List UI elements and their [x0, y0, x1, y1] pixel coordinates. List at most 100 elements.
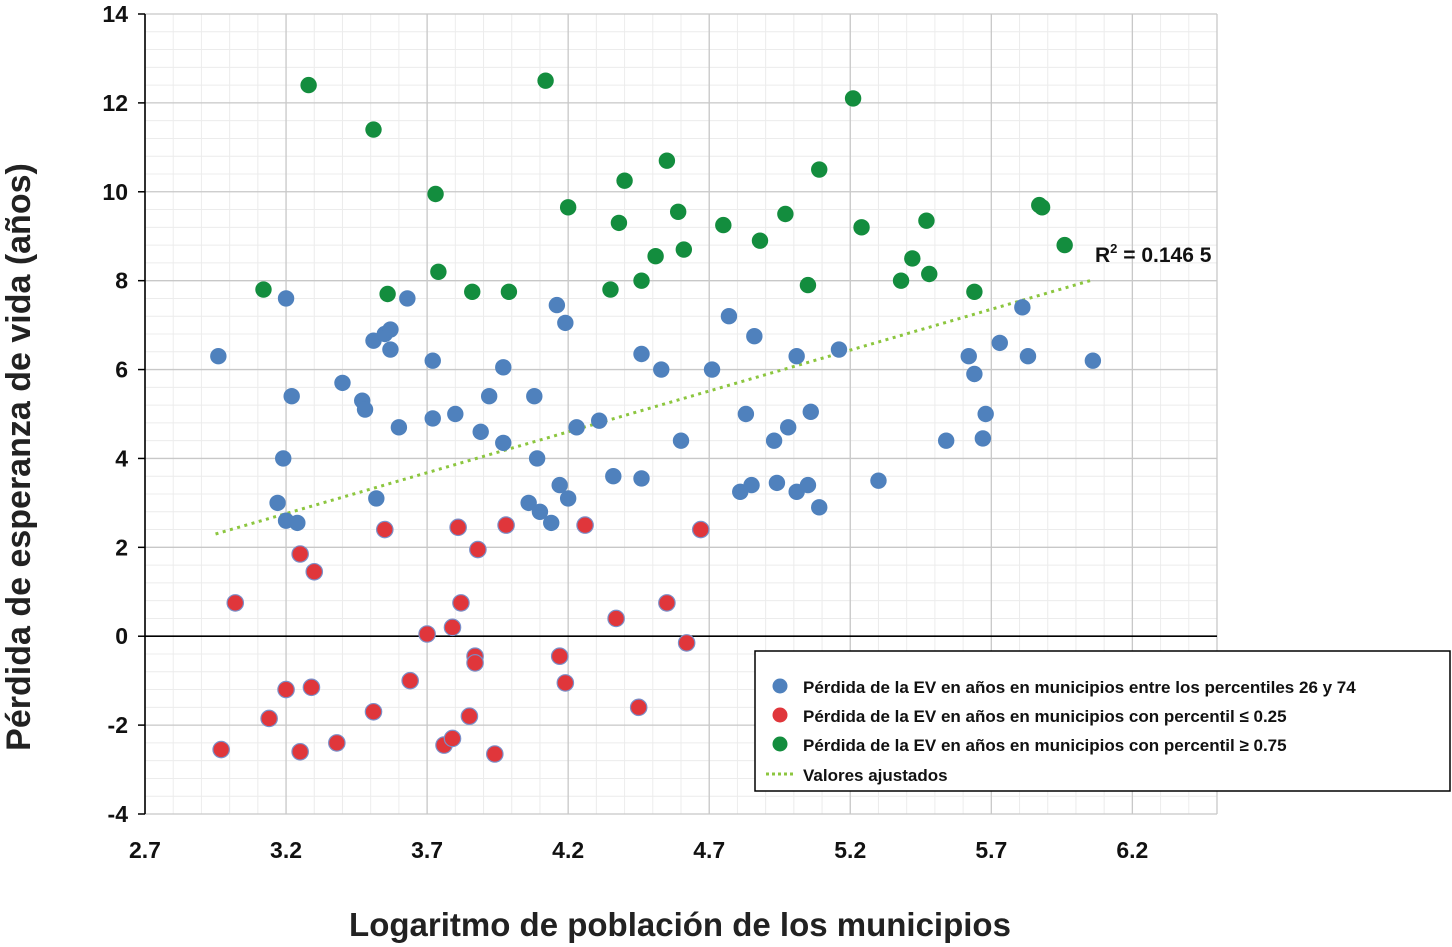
data-point-series-2	[616, 172, 633, 189]
data-point-series-2	[892, 272, 910, 289]
data-point-series-2	[669, 203, 687, 220]
legend-label-series-0: Pérdida de la EV en años en municipios e…	[803, 678, 1356, 697]
legend-marker-series-1	[772, 707, 788, 723]
legend-label-series-1: Pérdida de la EV en años en municipios c…	[803, 707, 1287, 726]
data-point-series-2	[610, 214, 628, 232]
data-point-series-2	[464, 283, 481, 300]
y-tick-label: 14	[102, 1, 128, 27]
data-point-series-2	[427, 185, 444, 203]
legend-box	[754, 650, 1451, 792]
data-point-series-2	[1033, 199, 1051, 216]
data-point-series-1	[607, 609, 625, 628]
data-point-series-0	[424, 410, 441, 427]
data-point-series-1	[418, 625, 436, 643]
x-tick-labels: 2.7 3.2 3.7 4.2 4.7 5.2 5.7 6.2	[129, 837, 1148, 863]
data-point-series-0	[1084, 352, 1102, 369]
data-point-series-2	[777, 205, 794, 223]
data-point-series-1	[658, 594, 676, 612]
data-point-series-2	[751, 232, 769, 249]
data-point-series-2	[844, 90, 862, 107]
y-tick-label: 4	[115, 445, 128, 471]
data-point-series-0	[368, 490, 385, 507]
y-tick-label: 2	[115, 534, 128, 560]
data-point-series-0	[672, 432, 690, 449]
y-axis-label: Pérdida de esperanza de vida (años)	[0, 163, 38, 751]
data-point-series-2	[918, 212, 935, 229]
data-point-series-0	[788, 348, 805, 365]
data-point-series-0	[275, 450, 292, 467]
data-point-series-1	[443, 729, 462, 748]
data-point-series-0	[1014, 299, 1031, 316]
data-point-series-0	[568, 419, 585, 436]
data-point-series-0	[289, 514, 306, 532]
data-points	[210, 72, 1102, 763]
legend-label-trendline: Valores ajustados	[803, 766, 948, 785]
data-point-series-0	[559, 490, 577, 507]
y-tick-label: 12	[102, 90, 128, 116]
data-point-series-0	[447, 405, 464, 423]
y-tick-label: -4	[108, 801, 129, 827]
data-point-series-2	[658, 152, 676, 169]
data-point-series-0	[811, 499, 828, 516]
data-point-series-0	[746, 328, 763, 345]
legend-marker-series-0	[772, 678, 788, 694]
data-point-series-0	[557, 314, 574, 332]
data-point-series-2	[365, 121, 382, 138]
x-tick-label: 2.7	[129, 837, 161, 863]
data-point-series-2	[430, 263, 447, 280]
data-point-series-0	[937, 432, 955, 449]
data-point-series-1	[328, 734, 346, 752]
x-tick-label: 3.2	[270, 837, 302, 863]
data-point-series-0	[768, 474, 786, 492]
data-point-series-0	[526, 388, 543, 405]
y-tick-labels: -4 -2 0 2 4 6 8 10 12 14	[102, 1, 128, 827]
data-point-series-0	[737, 405, 755, 423]
data-point-series-0	[382, 321, 399, 338]
x-tick-label: 5.2	[834, 837, 866, 863]
y-tick-label: 6	[115, 357, 128, 383]
data-point-series-2	[799, 276, 817, 294]
data-point-series-2	[633, 272, 650, 289]
data-point-series-0	[551, 476, 568, 494]
data-point-series-0	[390, 419, 408, 436]
x-axis-label: Logaritmo de población de los municipios	[349, 906, 1011, 943]
x-tick-label: 6.2	[1116, 837, 1148, 863]
trendline	[215, 279, 1091, 536]
data-point-series-1	[466, 654, 484, 672]
data-point-series-2	[904, 250, 921, 267]
data-point-series-1	[449, 518, 467, 537]
data-point-series-2	[853, 219, 870, 236]
legend-marker-series-2	[772, 736, 788, 752]
data-point-series-1	[550, 647, 569, 666]
data-point-series-0	[269, 494, 286, 512]
data-point-series-2	[602, 281, 619, 298]
y-tick-label: 0	[115, 623, 128, 649]
data-point-series-0	[495, 359, 512, 376]
data-point-series-2	[715, 216, 732, 234]
data-point-series-0	[830, 341, 848, 358]
data-point-series-0	[528, 450, 546, 467]
data-point-series-1	[629, 698, 648, 717]
data-point-series-1	[364, 702, 383, 721]
data-point-series-0	[802, 403, 819, 420]
data-point-series-1	[212, 740, 230, 759]
legend: Pérdida de la EV en años en municipios e…	[754, 650, 1451, 792]
data-point-series-0	[531, 503, 549, 520]
data-point-series-0	[799, 476, 817, 494]
data-point-series-0	[780, 419, 797, 436]
data-point-series-2	[1056, 236, 1073, 254]
x-tick-label: 4.2	[552, 837, 584, 863]
data-point-series-0	[382, 341, 399, 358]
r2-label: R2 = 0.146 5	[1095, 241, 1212, 267]
data-point-series-1	[443, 618, 462, 637]
data-point-series-0	[633, 345, 650, 363]
data-point-series-0	[960, 348, 977, 365]
data-point-series-1	[375, 520, 394, 539]
data-point-series-1	[226, 594, 245, 612]
data-point-series-1	[452, 594, 470, 612]
data-point-series-0	[424, 352, 441, 369]
data-point-series-2	[559, 199, 577, 216]
data-point-series-1	[291, 545, 309, 563]
data-point-series-2	[811, 161, 828, 178]
